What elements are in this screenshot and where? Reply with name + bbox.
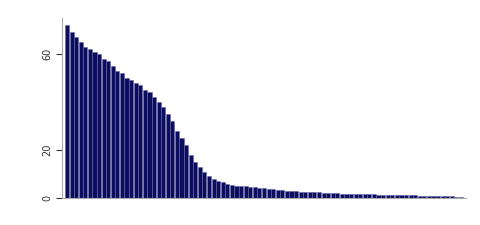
Bar (262, 188, 266, 198)
Bar (138, 85, 143, 198)
Bar (285, 191, 289, 198)
Bar (363, 194, 367, 198)
Bar (271, 189, 275, 198)
Bar (253, 187, 257, 198)
Bar (129, 80, 133, 198)
Bar (257, 188, 262, 198)
Bar (432, 196, 435, 198)
Bar (83, 47, 87, 198)
Bar (124, 78, 129, 198)
Bar (65, 25, 69, 198)
Bar (120, 73, 124, 198)
Bar (303, 192, 307, 198)
Bar (207, 176, 211, 198)
Bar (244, 187, 248, 198)
Bar (422, 196, 426, 198)
Bar (408, 195, 413, 198)
Bar (198, 167, 202, 198)
Bar (97, 54, 101, 198)
Bar (354, 194, 358, 198)
Bar (358, 194, 362, 198)
Bar (335, 194, 339, 198)
Bar (70, 32, 73, 198)
Bar (276, 190, 280, 198)
Bar (239, 186, 243, 198)
Bar (203, 172, 206, 198)
Bar (143, 90, 147, 198)
Bar (455, 197, 458, 198)
Bar (372, 194, 376, 198)
Bar (115, 71, 120, 198)
Bar (175, 131, 179, 198)
Bar (441, 196, 445, 198)
Bar (225, 184, 229, 198)
Bar (266, 189, 271, 198)
Bar (189, 155, 193, 198)
Bar (385, 195, 390, 198)
Bar (427, 196, 431, 198)
Bar (289, 191, 294, 198)
Bar (413, 196, 417, 198)
Bar (317, 192, 321, 198)
Bar (459, 197, 463, 198)
Bar (395, 195, 399, 198)
Bar (221, 182, 225, 198)
Bar (294, 191, 298, 198)
Bar (326, 193, 330, 198)
Bar (230, 185, 234, 198)
Bar (390, 195, 395, 198)
Bar (102, 59, 106, 198)
Bar (106, 61, 110, 198)
Bar (445, 196, 449, 198)
Bar (436, 196, 440, 198)
Bar (234, 186, 239, 198)
Bar (349, 194, 353, 198)
Bar (93, 52, 96, 198)
Bar (133, 83, 138, 198)
Bar (184, 145, 188, 198)
Bar (280, 190, 284, 198)
Bar (381, 195, 385, 198)
Bar (193, 162, 197, 198)
Bar (312, 192, 316, 198)
Bar (404, 195, 408, 198)
Bar (248, 187, 252, 198)
Bar (399, 195, 404, 198)
Bar (216, 181, 220, 198)
Bar (212, 179, 216, 198)
Bar (299, 191, 303, 198)
Bar (88, 49, 92, 198)
Bar (166, 114, 170, 198)
Bar (418, 196, 422, 198)
Bar (331, 193, 335, 198)
Bar (152, 97, 156, 198)
Bar (147, 92, 152, 198)
Bar (161, 107, 165, 198)
Bar (111, 66, 115, 198)
Bar (308, 192, 312, 198)
Bar (180, 138, 183, 198)
Bar (74, 37, 78, 198)
Bar (345, 194, 348, 198)
Bar (322, 193, 325, 198)
Bar (340, 194, 344, 198)
Bar (170, 121, 174, 198)
Bar (79, 42, 83, 198)
Bar (156, 102, 161, 198)
Bar (367, 194, 372, 198)
Bar (376, 195, 381, 198)
Bar (450, 196, 454, 198)
